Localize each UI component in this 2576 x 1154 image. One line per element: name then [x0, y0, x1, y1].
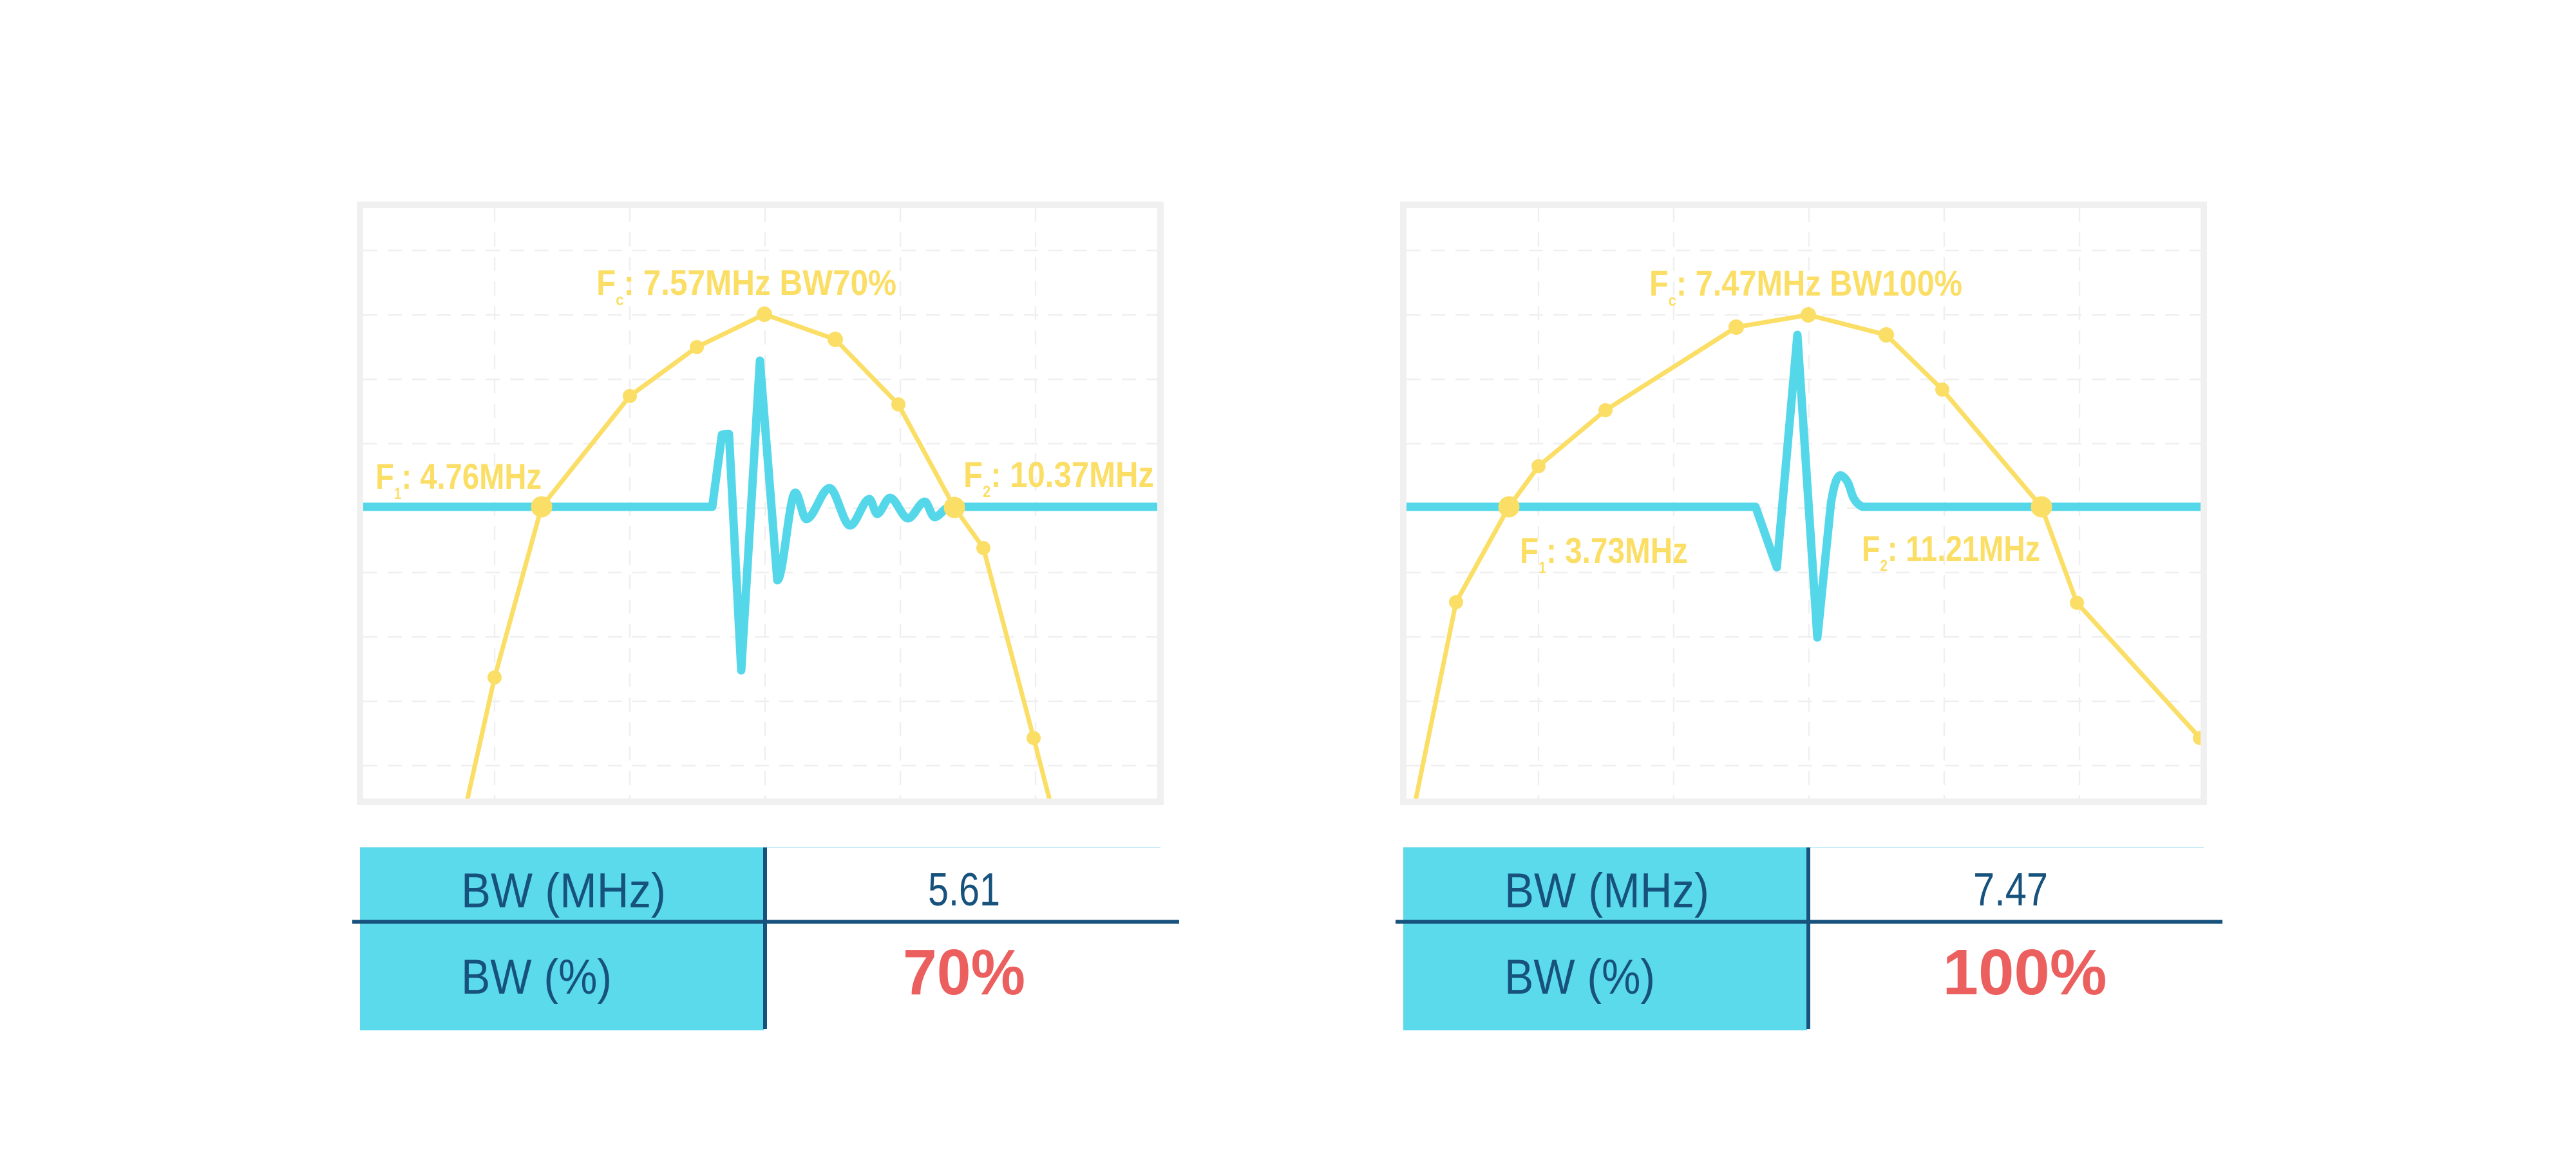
svg-text:BW (%): BW (%)	[1504, 950, 1655, 1005]
svg-text:BW (MHz): BW (MHz)	[1504, 864, 1709, 918]
svg-text:5.61: 5.61	[928, 864, 1000, 916]
svg-text:F1​: 4.76MHz: F1​: 4.76MHz	[375, 456, 542, 503]
svg-text:F2​: 11.21MHz: F2​: 11.21MHz	[1862, 528, 2040, 575]
svg-text:BW (%): BW (%)	[461, 950, 612, 1005]
svg-text:Fc​: 7.57MHz BW70%: Fc​: 7.57MHz BW70%	[596, 262, 896, 309]
svg-text:100%: 100%	[1943, 936, 2107, 1008]
svg-text:F1​: 3.73MHz: F1​: 3.73MHz	[1520, 530, 1688, 577]
svg-text:Fc​: 7.47MHz BW100%: Fc​: 7.47MHz BW100%	[1649, 263, 1962, 310]
svg-text:70%: 70%	[903, 936, 1025, 1008]
svg-text:F2​: 10.37MHz: F2​: 10.37MHz	[963, 454, 1154, 501]
svg-text:BW (MHz): BW (MHz)	[461, 864, 666, 918]
svg-text:7.47: 7.47	[1973, 864, 2048, 916]
